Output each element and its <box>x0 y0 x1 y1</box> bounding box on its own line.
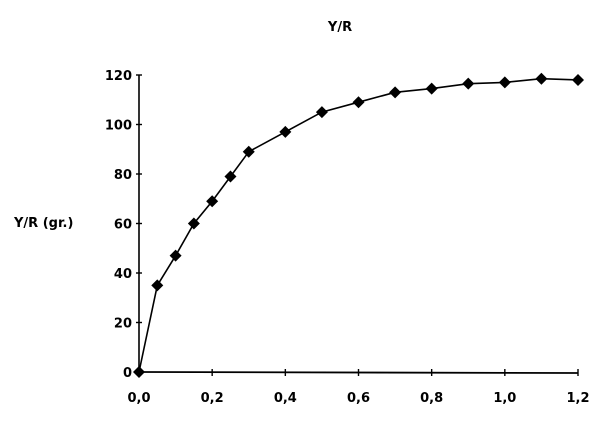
y-tick-label: 60 <box>114 218 132 233</box>
data-point-diamond-icon <box>169 249 182 262</box>
data-point-diamond-icon <box>389 86 402 99</box>
x-tick-label: 0,4 <box>274 391 297 406</box>
data-point-diamond-icon <box>572 73 584 86</box>
x-tick-label: 0,0 <box>127 391 150 406</box>
data-point-diamond-icon <box>279 125 292 138</box>
data-point-diamond-icon <box>133 366 145 378</box>
x-tick-label: 1,2 <box>566 391 589 406</box>
data-point-diamond-icon <box>187 217 200 230</box>
data-point-diamond-icon <box>352 96 365 109</box>
y-tick-label: 100 <box>105 119 132 134</box>
y-axis-label: Y/R (gr.) <box>14 216 74 231</box>
x-tick-label: 0,6 <box>347 391 370 406</box>
x-tick-label: 0,2 <box>201 391 224 406</box>
y-tick-label: 20 <box>114 317 132 332</box>
x-tick-label: 0,8 <box>420 391 443 406</box>
x-tick-label: 1,0 <box>493 391 516 406</box>
data-point-diamond-icon <box>462 77 475 90</box>
data-point-diamond-icon <box>224 170 237 183</box>
chart-title: Y/R <box>327 20 353 35</box>
y-tick-label: 120 <box>105 69 132 84</box>
data-point-diamond-icon <box>206 195 219 208</box>
y-tick-label: 0 <box>123 366 132 381</box>
y-tick-label: 40 <box>114 267 132 282</box>
data-point-diamond-icon <box>242 145 255 158</box>
data-point-diamond-icon <box>498 76 511 89</box>
data-point-diamond-icon <box>151 279 164 292</box>
data-point-diamond-icon <box>425 82 438 95</box>
data-point-diamond-icon <box>315 106 328 119</box>
data-point-diamond-icon <box>535 72 548 85</box>
data-line <box>138 77 579 373</box>
y-tick-label: 80 <box>114 168 132 183</box>
